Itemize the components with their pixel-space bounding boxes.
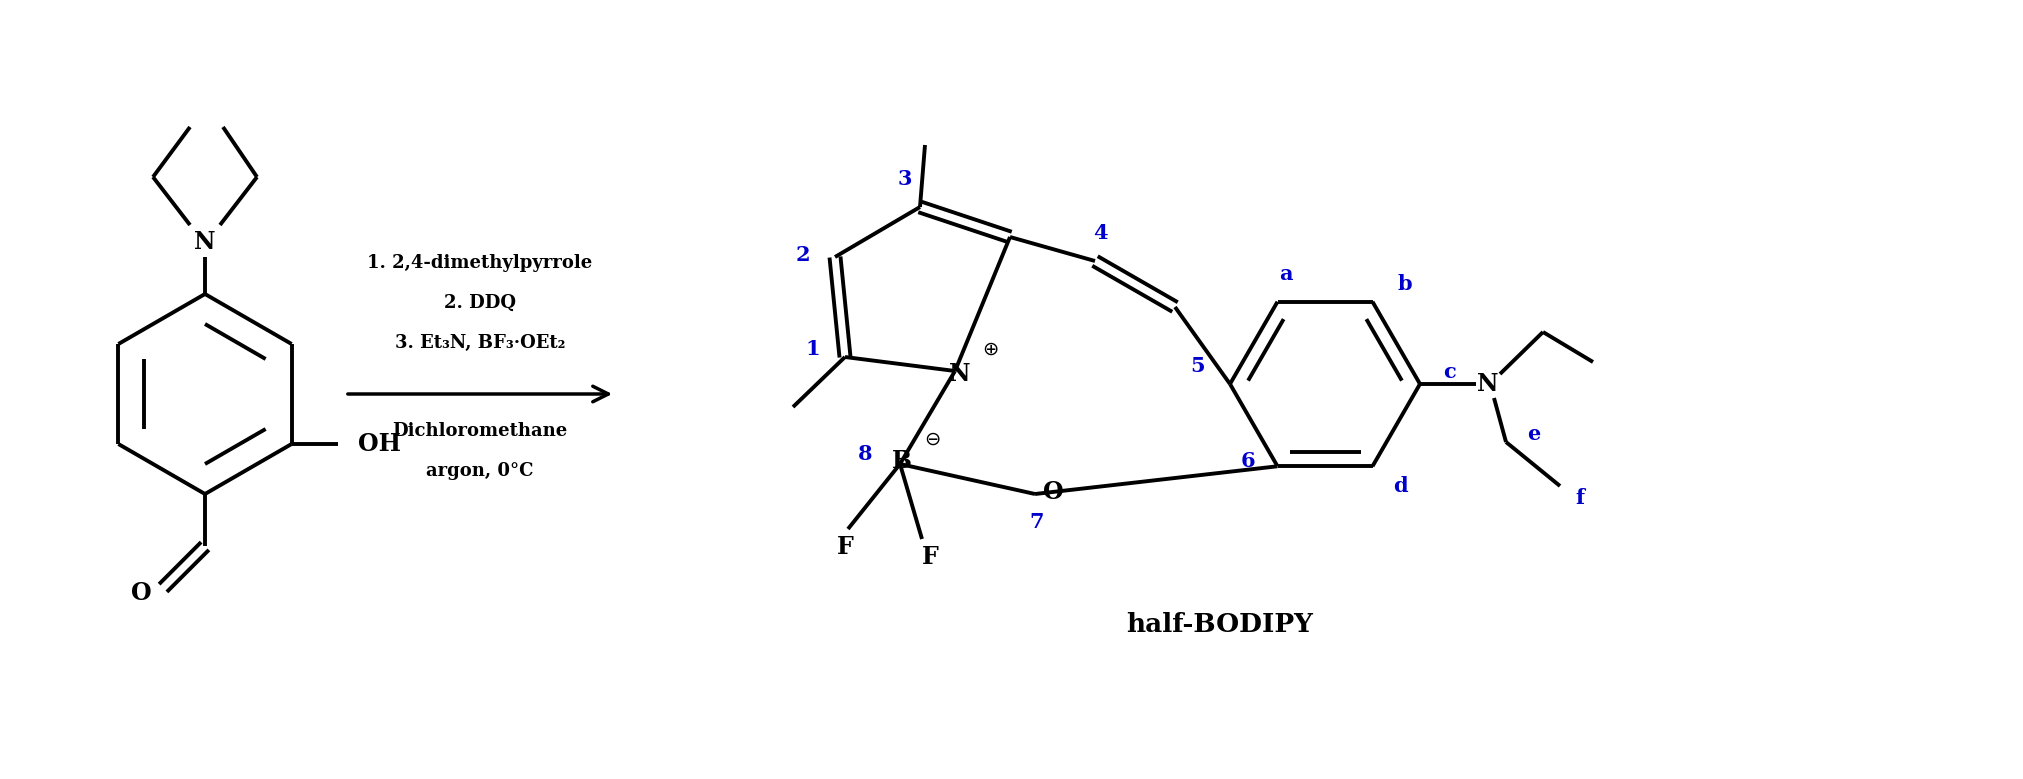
Text: N: N	[194, 230, 216, 254]
Text: F: F	[835, 535, 854, 559]
Text: 7: 7	[1030, 512, 1044, 532]
Text: Dichloromethane: Dichloromethane	[392, 422, 566, 440]
Text: 6: 6	[1240, 451, 1254, 471]
Text: B: B	[892, 449, 912, 473]
Text: 2. DDQ: 2. DDQ	[443, 294, 516, 312]
Text: half-BODIPY: half-BODIPY	[1127, 612, 1313, 636]
Text: d: d	[1392, 476, 1408, 496]
Text: argon, 0°C: argon, 0°C	[427, 462, 534, 480]
Text: c: c	[1442, 362, 1457, 382]
Text: a: a	[1279, 264, 1291, 284]
Text: b: b	[1396, 273, 1412, 294]
Text: 8: 8	[858, 444, 872, 464]
Text: N: N	[949, 362, 971, 386]
Text: f: f	[1574, 488, 1584, 508]
Text: N: N	[1477, 372, 1499, 396]
Text: 4: 4	[1092, 223, 1107, 243]
Text: F: F	[920, 545, 939, 569]
Text: O: O	[1042, 480, 1062, 504]
Text: $\ominus$: $\ominus$	[922, 429, 941, 449]
Text: e: e	[1527, 424, 1540, 444]
Text: 5: 5	[1190, 356, 1206, 376]
Text: 3. Et₃N, BF₃·OEt₂: 3. Et₃N, BF₃·OEt₂	[394, 334, 564, 352]
Text: 3: 3	[898, 169, 912, 189]
Text: $\oplus$: $\oplus$	[981, 340, 997, 358]
Text: O: O	[131, 581, 152, 605]
Text: OH: OH	[358, 432, 401, 456]
Text: 1: 1	[805, 339, 819, 359]
Text: 1. 2,4-dimethylpyrrole: 1. 2,4-dimethylpyrrole	[368, 254, 593, 272]
Text: 2: 2	[795, 245, 809, 265]
